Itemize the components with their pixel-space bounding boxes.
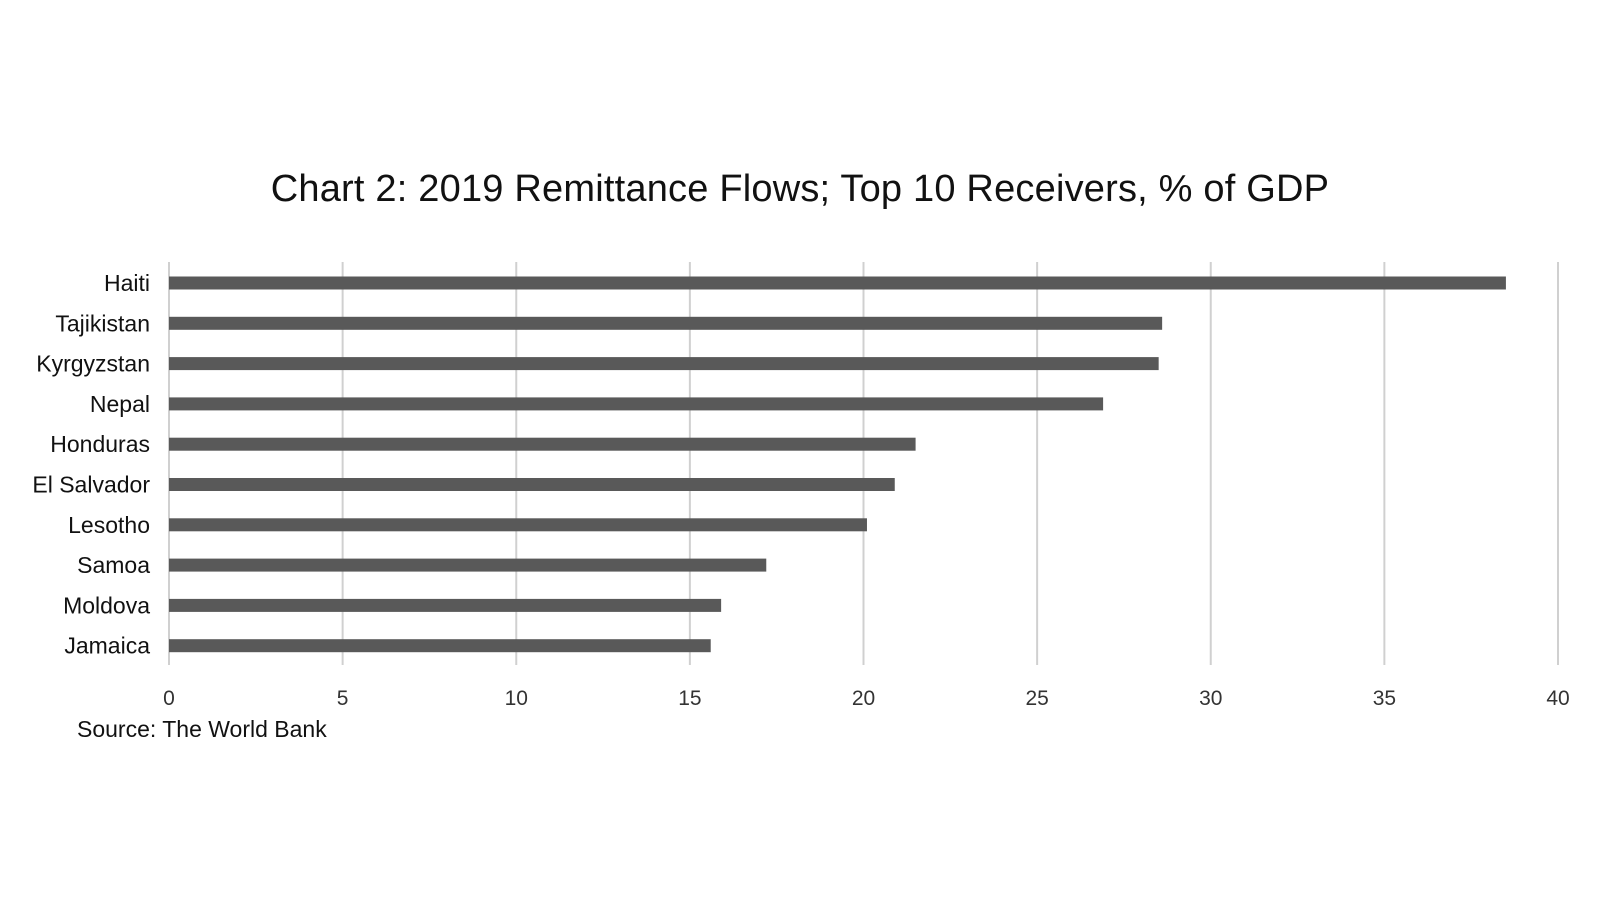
bar-tajikistan — [169, 316, 1163, 330]
category-label: Honduras — [50, 431, 150, 457]
bar-haiti — [169, 276, 1506, 290]
category-label: El Salvador — [32, 472, 150, 498]
x-tick-label: 35 — [1373, 687, 1396, 710]
x-tick-label: 25 — [1025, 687, 1048, 710]
category-label: Moldova — [63, 592, 150, 618]
bar-lesotho — [169, 518, 867, 532]
bar-moldova — [169, 598, 722, 612]
bar-samoa — [169, 558, 767, 572]
x-tick-label: 30 — [1199, 687, 1222, 710]
category-label: Kyrgyzstan — [36, 351, 150, 377]
x-axis-tick-labels: 0 5 10 15 20 25 30 35 40 — [163, 687, 1570, 710]
x-tick-label: 40 — [1546, 687, 1569, 710]
x-tick-label: 5 — [337, 687, 349, 710]
x-tick-label: 20 — [852, 687, 875, 710]
bar-jamaica — [169, 639, 711, 653]
category-label: Jamaica — [64, 633, 150, 659]
bars — [169, 276, 1506, 653]
x-tick-label: 15 — [678, 687, 701, 710]
x-tick-label: 0 — [163, 687, 175, 710]
source-note: Source: The World Bank — [77, 716, 327, 742]
category-label: Lesotho — [68, 512, 150, 538]
bar-kyrgyzstan — [169, 357, 1159, 371]
category-labels: Haiti Tajikistan Kyrgyzstan Nepal Honduras El… — [32, 270, 150, 659]
bar-nepal — [169, 397, 1104, 411]
category-label: Nepal — [90, 391, 150, 417]
chart-title: Chart 2: 2019 Remittance Flows; Top 10 R… — [270, 168, 1330, 210]
bar-el-salvador — [169, 478, 895, 491]
category-label: Samoa — [77, 552, 150, 578]
x-tick-label: 10 — [505, 687, 528, 710]
category-label: Tajikistan — [55, 310, 150, 336]
category-label: Haiti — [104, 270, 150, 296]
bar-honduras — [169, 437, 916, 451]
